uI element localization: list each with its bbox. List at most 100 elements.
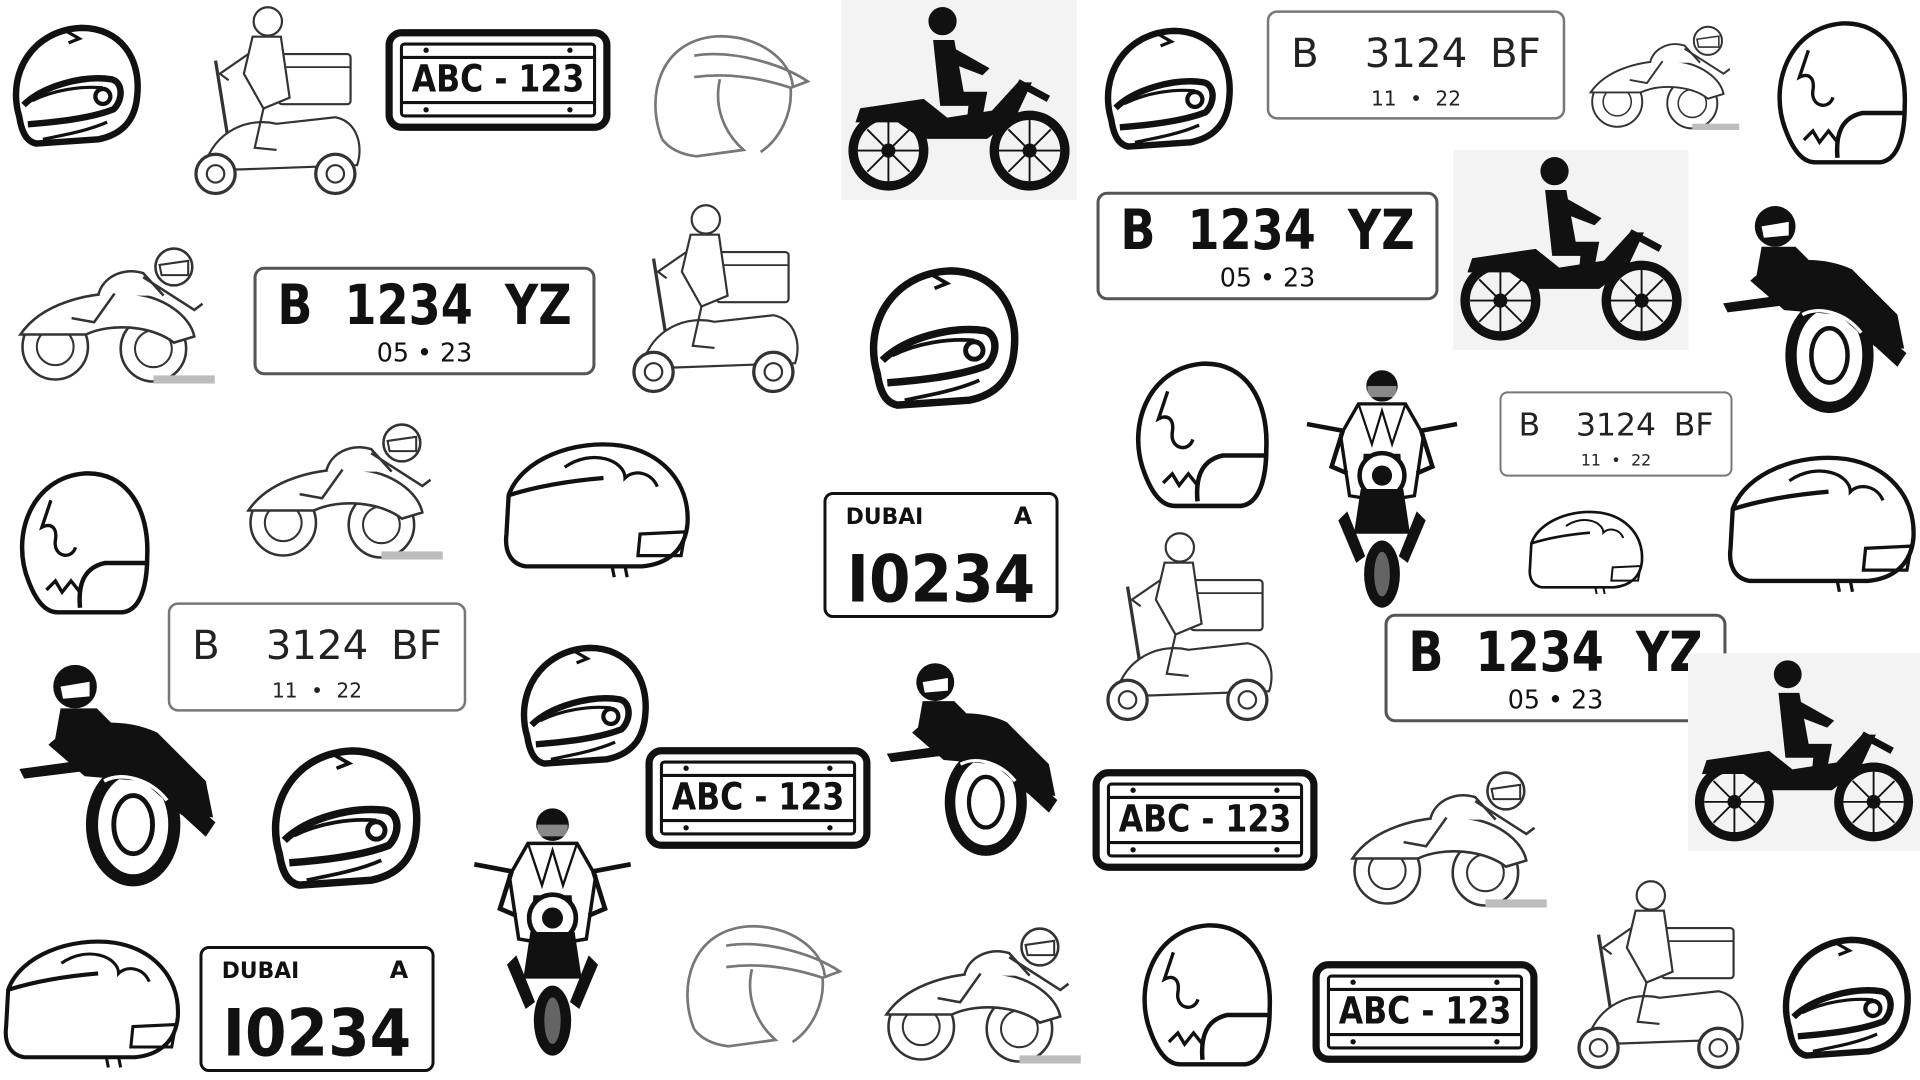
plate-year: 22 [1631, 450, 1651, 469]
sticker-helmet-open [1115, 350, 1280, 522]
sport-bike-rider-icon [1723, 206, 1907, 414]
plate-text: ABC - 123 [1339, 989, 1512, 1032]
cruiser-rider-icon [473, 808, 632, 1056]
sticker-dirt-bike [1688, 652, 1920, 852]
sticker-helmet-open [0, 460, 160, 628]
plate-number: 3124 [1576, 408, 1656, 444]
license-plate-icon: ABC - 123 [645, 747, 871, 849]
plate-suffix: BF [1674, 408, 1714, 444]
open-face-helmet-icon [1135, 361, 1269, 509]
sticker-plate-abc: ABC - 123 [385, 12, 611, 148]
sticker-helmet-open [1120, 912, 1285, 1080]
sticker-plate-abc: ABC - 123 [1092, 752, 1318, 888]
sticker-delivery [1555, 876, 1751, 1076]
delivery-scooter-rider-icon [1577, 880, 1744, 1070]
full-face-helmet-icon [520, 644, 649, 767]
sticker-sportbike-black [1705, 200, 1920, 418]
open-face-helmet-icon [654, 35, 811, 158]
helmet-outline-icon [503, 442, 690, 578]
sticker-sportbike-line [0, 228, 225, 398]
sport-bike-rider-icon [19, 664, 216, 887]
sticker-dirt-bike [1452, 150, 1690, 350]
plate-number: B 1234 YZ [1408, 620, 1702, 684]
open-face-helmet-icon [686, 925, 843, 1048]
plate-number: I0234 [223, 996, 411, 1072]
plate-number: I0234 [847, 542, 1035, 618]
sticker-plate-b3124: B 3124 BF 11 • 22 [166, 598, 468, 716]
license-plate-icon: B 1234 YZ 05 • 23 [253, 266, 596, 376]
sticker-helmet-full [852, 256, 1032, 430]
sticker-plate-b1234: B 1234 YZ 05 • 23 [252, 264, 597, 378]
sticker-sportbike-line [1332, 752, 1557, 922]
sport-bike-rider-icon [1350, 771, 1547, 908]
license-plate-icon: DUBAI A I0234 [823, 492, 1059, 618]
sticker-delivery [610, 200, 806, 400]
sticker-cruiser [1298, 358, 1466, 620]
cruiser-rider-icon [1306, 370, 1458, 608]
sticker-sportbike-black [0, 660, 230, 890]
license-plate-icon: B 3124 BF 11 • 22 [1266, 10, 1566, 120]
full-face-helmet-icon [1104, 27, 1233, 150]
plate-number: B 1234 YZ [277, 273, 571, 337]
delivery-scooter-rider-icon [194, 6, 361, 196]
plate-prefix: B [192, 623, 220, 669]
plate-year: 22 [1435, 86, 1461, 110]
plate-suffix: BF [1490, 31, 1541, 77]
plate-date-dot: • [1410, 86, 1422, 110]
plate-date: 05 • 23 [1220, 263, 1316, 293]
sticker-delivery [1084, 528, 1280, 728]
sticker-plate-abc: ABC - 123 [1312, 944, 1538, 1080]
sticker-helmet-full [508, 632, 658, 788]
plate-year: 22 [336, 678, 362, 702]
sticker-plate-dubai: DUBAI A I0234 [822, 490, 1060, 620]
plate-number: B 1234 YZ [1120, 198, 1414, 262]
license-plate-icon: B 3124 BF 11 • 22 [167, 602, 467, 712]
license-plate-icon: B 1234 YZ 05 • 23 [1096, 191, 1439, 301]
sport-bike-rider-icon [246, 423, 443, 560]
sticker-plate-dubai: DUBAI A I0234 [198, 944, 436, 1074]
sticker-helmet-full [254, 736, 434, 910]
plate-date: 05 • 23 [1508, 685, 1604, 715]
sport-bike-rider-icon [884, 927, 1081, 1064]
plate-date-dot: • [1611, 450, 1620, 469]
helmet-outline-icon [3, 939, 180, 1068]
sticker-sportbike-line [228, 404, 453, 574]
sticker-helmet-full [0, 12, 150, 168]
license-plate-icon: DUBAI A I0234 [199, 946, 435, 1072]
plate-code: A [1014, 502, 1033, 530]
sticker-plate-b1234: B 1234 YZ 05 • 23 [1095, 190, 1440, 302]
dirt-bike-rider-icon [841, 0, 1077, 200]
plate-text: ABC - 123 [672, 775, 845, 818]
plate-number: 3124 [1365, 31, 1467, 77]
plate-suffix: BF [391, 623, 442, 669]
sport-bike-rider-icon [18, 247, 215, 384]
plate-prefix: B [1291, 31, 1319, 77]
plate-month: 11 [272, 678, 298, 702]
sticker-helmet-full [1770, 924, 1920, 1080]
sticker-helmet-open [1755, 10, 1920, 178]
plate-emirate: DUBAI [222, 959, 299, 984]
helmet-outline-icon [1528, 510, 1644, 595]
full-face-helmet-icon [1782, 936, 1911, 1059]
sticker-plate-b1234: B 1234 YZ 05 • 23 [1383, 612, 1728, 724]
full-face-helmet-icon [12, 24, 141, 147]
sport-bike-rider-icon [886, 663, 1058, 856]
dirt-bike-rider-icon [1453, 150, 1689, 350]
open-face-helmet-icon [19, 471, 150, 615]
delivery-scooter-rider-icon [632, 204, 799, 394]
license-plate-icon: B 3124 BF 11 • 22 [1499, 391, 1733, 477]
open-face-helmet-icon [1777, 21, 1907, 165]
plate-text: ABC - 123 [412, 57, 585, 100]
sticker-sportbike-black [870, 650, 1070, 868]
sticker-delivery [172, 2, 368, 202]
license-plate-icon: ABC - 123 [385, 29, 611, 131]
sport-bike-rider-icon [1588, 25, 1740, 130]
sticker-plate-b3124: B 3124 BF 11 • 22 [1265, 6, 1567, 124]
full-face-helmet-icon [869, 267, 1019, 409]
plate-emirate: DUBAI [846, 505, 923, 530]
sticker-sportbike-line [1575, 8, 1747, 144]
sticker-helmet-visor [630, 10, 812, 172]
dirt-bike-rider-icon [1688, 653, 1920, 851]
license-plate-icon: ABC - 123 [1312, 961, 1538, 1063]
plate-date-dot: • [311, 678, 323, 702]
